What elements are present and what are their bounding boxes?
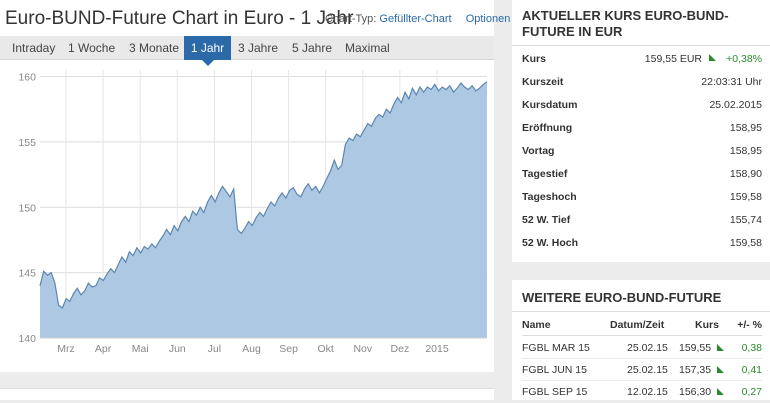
quote-value: 25.02.2015 (709, 99, 762, 111)
chart-title: Euro-BUND-Future Chart in Euro - 1 Jahr (5, 8, 354, 29)
col-name: Name (522, 319, 551, 331)
quote-label: Tagestief (522, 168, 568, 180)
y-tick-label: 155 (18, 137, 36, 149)
futures-table-header: Name Datum/Zeit Kurs +/- % (522, 314, 762, 336)
col-price: Kurs (695, 319, 719, 331)
trend-up-icon (709, 54, 716, 61)
quote-row-52w-hoch: 52 W. Hoch 159,58 (522, 231, 762, 254)
future-change: 0,41 (741, 364, 762, 376)
trend-up-icon (717, 388, 724, 395)
tab-1-jahr[interactable]: 1 Jahr (184, 36, 231, 66)
col-change: +/- % (737, 319, 762, 331)
chart-type-selector: Chart-Typ: Gefüllter-Chart Optionen (325, 13, 510, 25)
x-tick-label: Dez (391, 343, 410, 355)
future-change: 0,38 (741, 342, 762, 354)
future-name[interactable]: FGBL JUN 15 (522, 364, 587, 376)
tab-3-monate[interactable]: 3 Monate (129, 41, 180, 55)
more-futures-title: WEITERE EURO-BUND-FUTURE (512, 280, 770, 312)
quote-change: +0,38% (726, 53, 762, 65)
quote-label: Tageshoch (522, 191, 577, 203)
quote-row-52w-tief: 52 W. Tief 155,74 (522, 208, 762, 231)
quote-value: 158,95 (729, 122, 762, 134)
x-tick-label: 2015 (425, 343, 449, 355)
quote-value: 158,95 (729, 145, 762, 157)
quote-value: 22:03:31 Uhr (701, 76, 762, 88)
x-tick-label: Jun (169, 343, 186, 355)
quote-row-kurszeit: Kurszeit 22:03:31 Uhr (522, 70, 762, 93)
future-price: 157,35 (679, 364, 712, 376)
quote-value: 155,74 (729, 214, 762, 226)
quote-label: Kurs (522, 53, 546, 65)
chart-header: Euro-BUND-Future Chart in Euro - 1 Jahr … (0, 0, 510, 36)
quote-row-kursdatum: Kursdatum 25.02.2015 (522, 93, 762, 116)
quote-label: Kurszeit (522, 76, 564, 88)
quote-value: 159,55 EUR (644, 53, 702, 65)
trend-up-icon (717, 366, 724, 373)
trend-up-icon (717, 344, 724, 351)
quote-value: 158,90 (729, 168, 762, 180)
table-row[interactable]: FGBL JUN 15 25.02.15 157,35 0,41 (522, 359, 762, 381)
future-price: 156,30 (679, 386, 712, 398)
x-tick-label: Mrz (57, 343, 75, 355)
chart-type-label: Chart-Typ: (325, 13, 377, 25)
quote-value: 159,58 (729, 237, 762, 249)
quote-label: Vortag (522, 145, 555, 157)
current-quote-title: AKTUELLER KURS EURO-BUND-FUTURE IN EUR (512, 0, 770, 46)
quote-label: 52 W. Tief (522, 214, 571, 226)
tab-1-woche[interactable]: 1 Woche (68, 41, 116, 55)
x-tick-label: Mai (132, 343, 149, 355)
future-price: 159,55 (679, 342, 712, 354)
chart-panel: Euro-BUND-Future Chart in Euro - 1 Jahr … (0, 0, 510, 372)
future-date: 12.02.15 (627, 386, 668, 398)
timeframe-tabs: Intraday 1 Woche 3 Monate 1 Jahr 3 Jahre… (0, 36, 494, 66)
y-tick-label: 160 (18, 72, 36, 84)
y-tick-label: 140 (18, 333, 36, 345)
quote-value: 159,58 (729, 191, 762, 203)
price-line (39, 81, 488, 309)
chart-type-link[interactable]: Gefüllter-Chart (379, 13, 452, 25)
quote-label: Eröffnung (522, 122, 573, 134)
quote-row-kurs: Kurs 159,55 EUR +0,38% (522, 47, 762, 70)
future-change: 0,27 (741, 386, 762, 398)
quote-label: Kursdatum (522, 99, 578, 111)
more-futures-panel: WEITERE EURO-BUND-FUTURE Name Datum/Zeit… (512, 280, 770, 403)
future-date: 25.02.15 (627, 342, 668, 354)
x-tick-label: Okt (318, 343, 334, 355)
tab-5-jahre[interactable]: 5 Jahre (292, 41, 333, 55)
y-tick-label: 150 (18, 202, 36, 214)
tab-maximal[interactable]: Maximal (345, 41, 390, 55)
options-link[interactable]: Optionen (465, 13, 511, 25)
future-name[interactable]: FGBL MAR 15 (522, 342, 590, 354)
tab-3-jahre[interactable]: 3 Jahre (238, 41, 279, 55)
quote-label: 52 W. Hoch (522, 237, 579, 249)
x-tick-label: Sep (279, 343, 298, 355)
table-row[interactable]: FGBL MAR 15 25.02.15 159,55 0,38 (522, 337, 762, 359)
col-date: Datum/Zeit (610, 319, 665, 331)
future-date: 25.02.15 (627, 364, 668, 376)
quote-row-tagestief: Tagestief 158,90 (522, 162, 762, 185)
price-area (40, 81, 487, 339)
quote-row-vortag: Vortag 158,95 (522, 139, 762, 162)
x-tick-label: Apr (95, 343, 112, 355)
x-tick-label: Jul (208, 343, 221, 355)
lower-panel-edge (0, 388, 494, 400)
x-tick-label: Aug (242, 343, 261, 355)
quote-row-eroeffnung: Eröffnung 158,95 (522, 116, 762, 139)
current-quote-panel: AKTUELLER KURS EURO-BUND-FUTURE IN EUR K… (512, 0, 770, 262)
y-tick-label: 145 (18, 268, 36, 280)
tab-intraday[interactable]: Intraday (12, 41, 56, 55)
future-name[interactable]: FGBL SEP 15 (522, 386, 588, 398)
x-tick-label: Nov (353, 343, 372, 355)
quote-row-tageshoch: Tageshoch 159,58 (522, 185, 762, 208)
price-chart: 140 145 150 155 160 Mrz Apr Mai Jun Jul Aug Sep Okt N… (18, 70, 488, 355)
